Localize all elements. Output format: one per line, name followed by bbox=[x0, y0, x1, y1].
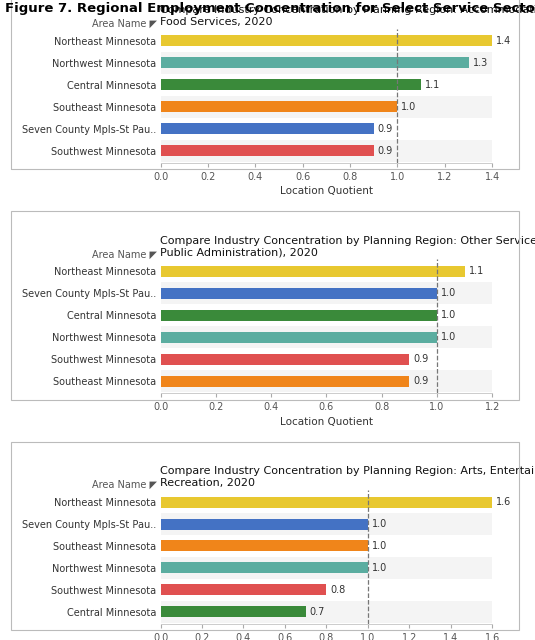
Text: 0.9: 0.9 bbox=[413, 355, 429, 364]
Bar bbox=[160, 101, 398, 112]
Text: 1.0: 1.0 bbox=[441, 289, 456, 298]
Text: Compare Industry Concentration by Planning Region: Arts, Entertainment, and
Recr: Compare Industry Concentration by Planni… bbox=[160, 466, 535, 488]
Text: 1.1: 1.1 bbox=[425, 80, 440, 90]
Text: Area Name ◤: Area Name ◤ bbox=[92, 250, 157, 259]
Text: 1.1: 1.1 bbox=[469, 266, 484, 276]
Bar bbox=[160, 96, 492, 118]
Bar bbox=[160, 557, 492, 579]
Bar bbox=[160, 513, 492, 535]
Text: 0.9: 0.9 bbox=[378, 124, 393, 134]
Text: 1.0: 1.0 bbox=[372, 541, 387, 551]
Bar bbox=[160, 326, 492, 348]
Text: Area Name ◤: Area Name ◤ bbox=[92, 480, 157, 490]
Bar bbox=[160, 124, 374, 134]
Bar bbox=[160, 541, 368, 552]
Bar bbox=[160, 601, 492, 623]
Text: 0.8: 0.8 bbox=[330, 585, 346, 595]
Bar bbox=[160, 52, 492, 74]
Text: Compare Industry Concentration by Planning Region: Accommodation and
Food Servic: Compare Industry Concentration by Planni… bbox=[160, 5, 535, 27]
Text: 1.0: 1.0 bbox=[441, 310, 456, 321]
Bar bbox=[160, 145, 374, 156]
Bar bbox=[160, 354, 409, 365]
Bar bbox=[160, 518, 368, 529]
Bar bbox=[160, 376, 409, 387]
Text: 0.9: 0.9 bbox=[413, 376, 429, 387]
Bar bbox=[160, 607, 305, 618]
Bar bbox=[160, 584, 326, 595]
Bar bbox=[160, 332, 437, 343]
Text: Figure 7. Regional Employment Concentration for Select Service Sectors: Figure 7. Regional Employment Concentrat… bbox=[5, 2, 535, 15]
Text: 0.9: 0.9 bbox=[378, 146, 393, 156]
Bar bbox=[160, 35, 492, 46]
Bar bbox=[160, 282, 492, 305]
X-axis label: Location Quotient: Location Quotient bbox=[280, 186, 373, 196]
Bar bbox=[160, 140, 492, 162]
Bar bbox=[160, 310, 437, 321]
Text: 1.6: 1.6 bbox=[496, 497, 511, 507]
Text: Area Name ◤: Area Name ◤ bbox=[92, 19, 157, 29]
X-axis label: Location Quotient: Location Quotient bbox=[280, 417, 373, 427]
Bar bbox=[160, 79, 421, 90]
Bar bbox=[160, 497, 492, 508]
Bar bbox=[160, 288, 437, 299]
Text: 1.3: 1.3 bbox=[472, 58, 488, 68]
Bar bbox=[160, 371, 492, 392]
Text: 1.0: 1.0 bbox=[401, 102, 417, 112]
Text: 1.0: 1.0 bbox=[372, 563, 387, 573]
Text: 1.4: 1.4 bbox=[496, 36, 511, 46]
Bar bbox=[160, 563, 368, 573]
Text: 1.0: 1.0 bbox=[441, 332, 456, 342]
Bar bbox=[160, 266, 464, 277]
Text: 0.7: 0.7 bbox=[310, 607, 325, 617]
Text: 1.0: 1.0 bbox=[372, 519, 387, 529]
Text: Compare Industry Concentration by Planning Region: Other Services (except
Public: Compare Industry Concentration by Planni… bbox=[160, 236, 535, 257]
Bar bbox=[160, 58, 469, 68]
